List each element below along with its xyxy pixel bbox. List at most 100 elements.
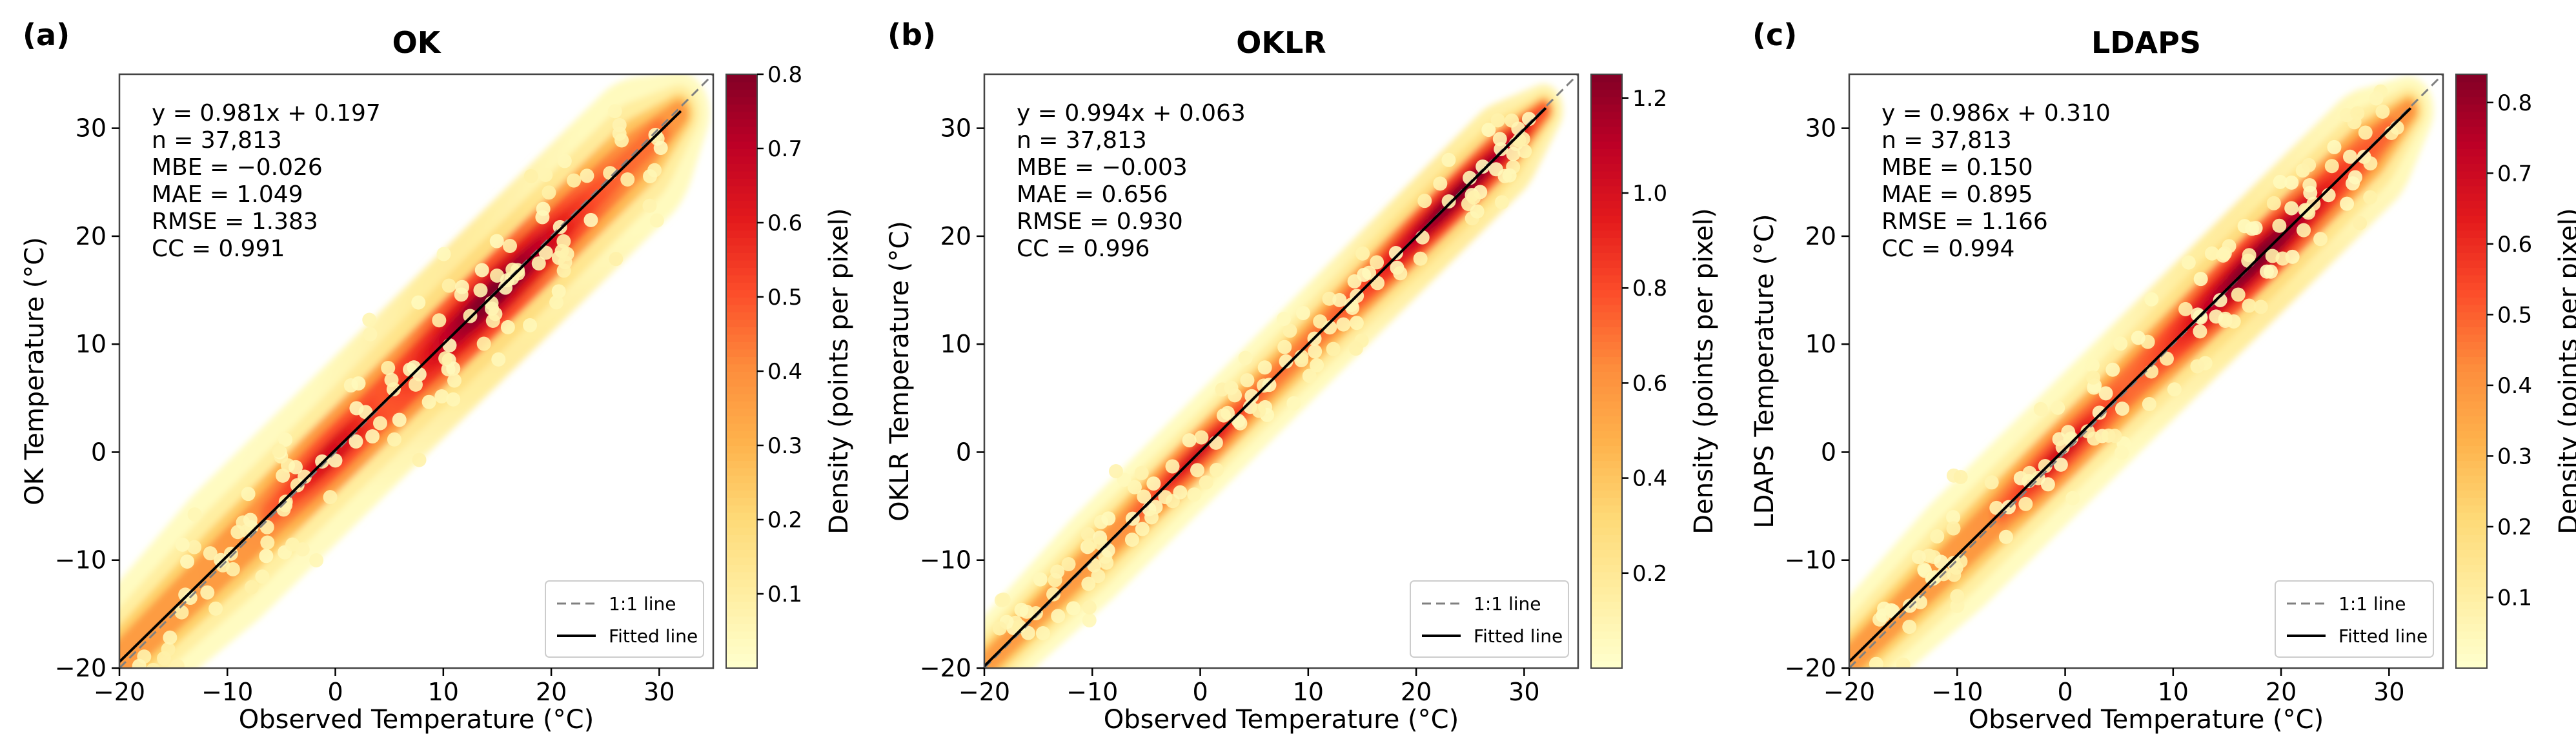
colorbar-segment — [1591, 527, 1622, 535]
colorbar-tick-label: 0.1 — [767, 582, 802, 607]
outlier-point — [1194, 430, 1209, 445]
colorbar-tick-label: 0.3 — [2497, 443, 2532, 469]
colorbar-segment — [2456, 416, 2487, 424]
colorbar-segment — [2456, 490, 2487, 498]
outlier-point — [1144, 510, 1159, 525]
outlier-point — [1066, 601, 1080, 616]
colorbar-segment — [1591, 653, 1622, 662]
outlier-point — [2080, 424, 2095, 439]
colorbar-segment — [726, 467, 757, 476]
colorbar-segment — [726, 534, 757, 543]
outlier-point — [614, 133, 629, 148]
y-tick-label: −20 — [1785, 654, 1836, 682]
outlier-point — [309, 553, 324, 568]
outlier-point — [557, 154, 572, 168]
colorbar-frame — [2455, 74, 2488, 669]
colorbar-segment — [726, 200, 757, 208]
colorbar-segment — [1591, 534, 1622, 543]
outlier-point — [551, 284, 566, 299]
colorbar-segment — [1591, 81, 1622, 90]
outlier-point — [1276, 312, 1291, 327]
legend-box — [1410, 580, 1569, 658]
colorbar-segment — [726, 193, 757, 201]
outlier-point — [2107, 429, 2122, 443]
colorbar-segment — [1591, 549, 1622, 558]
outlier-point — [473, 283, 488, 298]
outlier-point — [1348, 341, 1363, 356]
colorbar-segment — [726, 482, 757, 491]
colorbar-segment — [1591, 223, 1622, 231]
colorbar-segment — [1591, 445, 1622, 454]
outlier-point — [438, 351, 453, 366]
stat-line: y = 0.981x + 0.197 — [152, 100, 381, 127]
outlier-point — [2144, 292, 2159, 307]
outlier-point — [1902, 620, 1917, 635]
outlier-point — [285, 537, 300, 552]
colorbar-tick-label: 0.1 — [2497, 585, 2532, 611]
outlier-point — [432, 313, 447, 328]
colorbar-tick-label: 0.8 — [767, 62, 802, 88]
colorbar-segment — [2456, 141, 2487, 149]
outlier-point — [1998, 529, 2013, 544]
colorbar-segment — [1591, 416, 1622, 424]
colorbar-segment — [2456, 230, 2487, 238]
outlier-point — [2339, 108, 2354, 123]
outlier-point — [392, 412, 407, 427]
colorbar-segment — [1591, 119, 1622, 127]
colorbar-segment — [2456, 349, 2487, 357]
stat-line: CC = 0.991 — [152, 236, 285, 262]
stat-line: y = 0.994x + 0.063 — [1017, 100, 1246, 127]
outlier-point — [531, 256, 546, 271]
outlier-point — [1257, 360, 1272, 375]
outlier-point — [1355, 246, 1370, 261]
x-tick-label: 10 — [2158, 678, 2189, 706]
outlier-point — [2181, 255, 2196, 270]
colorbar-segment — [1591, 200, 1622, 208]
colorbar-segment — [2456, 653, 2487, 662]
colorbar-segment — [1591, 423, 1622, 431]
colorbar-segment — [2456, 393, 2487, 401]
legend-label-fitted: Fitted line — [1474, 625, 1563, 647]
colorbar-segment — [2456, 289, 2487, 298]
colorbar-segment — [2456, 156, 2487, 164]
outlier-point — [1345, 300, 1360, 315]
colorbar-segment — [1591, 512, 1622, 520]
x-axis-label: Observed Temperature (°C) — [1104, 705, 1459, 735]
outlier-point — [2085, 358, 2100, 373]
outlier-point — [542, 185, 556, 200]
x-tick-label: 0 — [2057, 678, 2073, 706]
colorbar-segment — [2456, 542, 2487, 550]
outlier-point — [1199, 475, 1213, 490]
x-axis-label: Observed Temperature (°C) — [1969, 705, 2324, 735]
colorbar-segment — [726, 89, 757, 97]
colorbar-segment — [1591, 638, 1622, 647]
colorbar-segment — [1591, 141, 1622, 149]
outlier-point — [2313, 232, 2328, 247]
outlier-point — [2131, 330, 2145, 345]
colorbar-segment — [2456, 438, 2487, 446]
colorbar-segment — [2456, 81, 2487, 90]
outlier-point — [1101, 511, 1116, 526]
outlier-point — [1313, 314, 1328, 329]
colorbar-segment — [2456, 564, 2487, 573]
colorbar-segment — [1591, 96, 1622, 105]
colorbar-segment — [2456, 594, 2487, 602]
y-tick-label: 20 — [76, 222, 106, 250]
outlier-point — [1441, 152, 1456, 167]
outlier-point — [1014, 602, 1029, 617]
outlier-point — [298, 469, 312, 484]
colorbar-segment — [1591, 208, 1622, 216]
colorbar-segment — [1591, 594, 1622, 602]
outlier-point — [1137, 489, 1151, 504]
outlier-point — [1146, 476, 1161, 491]
colorbar-segment — [2456, 327, 2487, 335]
outlier-point — [1433, 176, 1448, 191]
y-tick-label: −20 — [55, 654, 106, 682]
outlier-point — [2193, 272, 2208, 287]
colorbar-segment — [726, 349, 757, 357]
outlier-point — [271, 443, 286, 458]
outlier-point — [441, 278, 456, 293]
outlier-point — [2340, 196, 2355, 211]
colorbar-segment — [726, 356, 757, 365]
colorbar-segment — [2456, 386, 2487, 394]
